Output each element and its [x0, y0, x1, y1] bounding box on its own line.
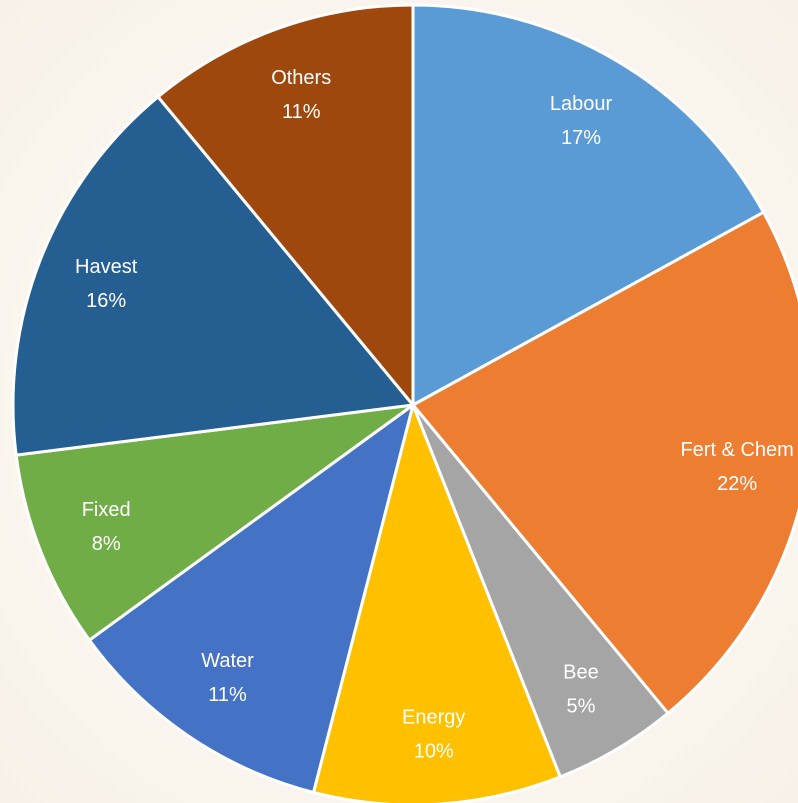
- slice-label: Water: [201, 650, 254, 672]
- slice-label: Labour: [550, 93, 613, 115]
- value-label: 5%: [567, 695, 596, 717]
- slice-label: Fert & Chem: [680, 439, 793, 461]
- value-label: 11%: [282, 101, 321, 123]
- value-label: 22%: [717, 473, 757, 495]
- pie-slice: [14, 403, 414, 643]
- pie-slice: [11, 94, 416, 457]
- slice-label: Energy: [402, 707, 465, 729]
- value-label: 11%: [208, 684, 247, 706]
- slice-label: Havest: [75, 256, 138, 278]
- slice-label: Others: [271, 67, 331, 89]
- value-label: 8%: [92, 533, 121, 555]
- value-label: 10%: [414, 741, 454, 763]
- value-label: 16%: [86, 290, 126, 312]
- pie-slice: [155, 3, 415, 410]
- pie-slice: [411, 3, 766, 408]
- slice-label: Fixed: [82, 499, 131, 521]
- pie-slice: [311, 400, 563, 803]
- slice-label: Bee: [563, 661, 599, 683]
- pie-slice: [410, 210, 798, 716]
- value-label: 17%: [561, 127, 601, 149]
- pie-slice: [87, 401, 416, 795]
